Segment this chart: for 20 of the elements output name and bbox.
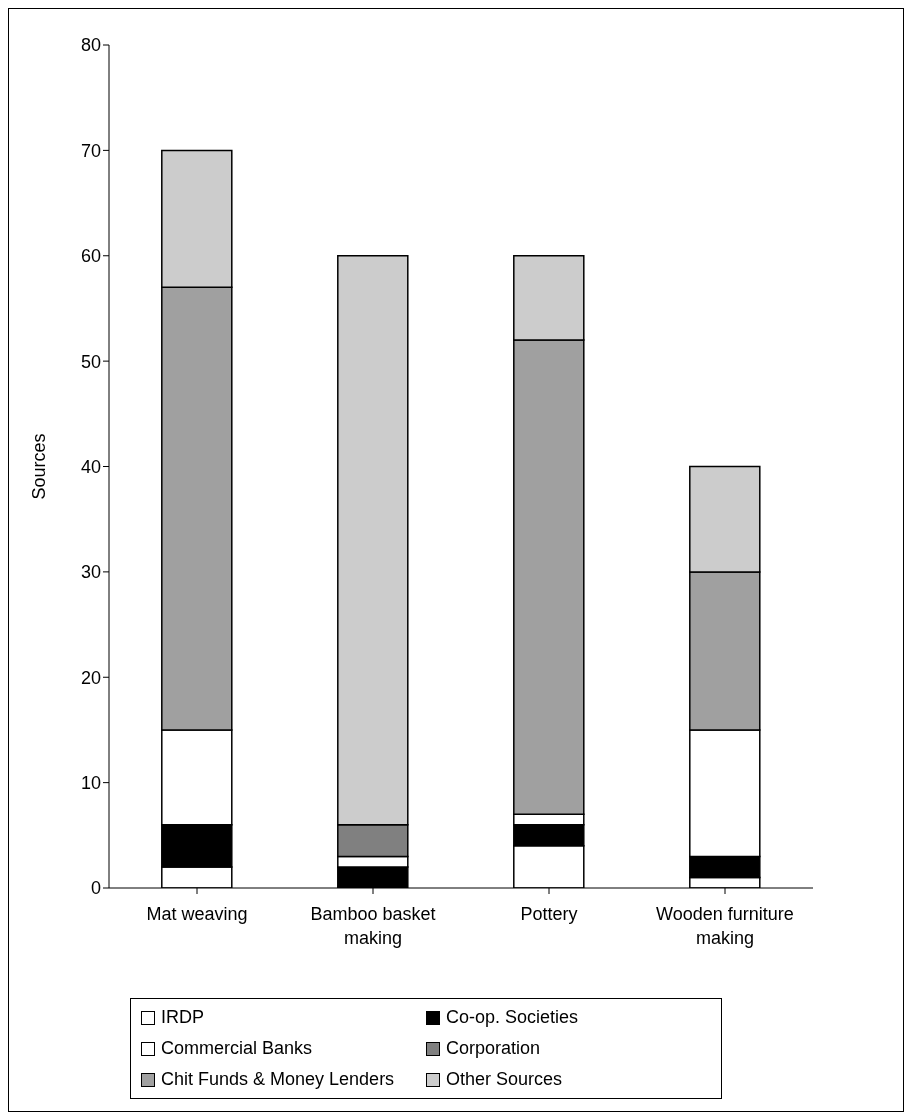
y-tick-label: 10 <box>80 773 101 794</box>
y-tick-label: 70 <box>80 140 101 161</box>
legend-label: Corporation <box>446 1038 541 1059</box>
y-axis-title: Sources <box>29 433 50 500</box>
x-tick-label: Wooden furniture making <box>656 904 794 948</box>
legend-label: Commercial Banks <box>161 1038 313 1059</box>
y-tick-label: 80 <box>80 35 101 56</box>
y-tick-label: 0 <box>90 878 101 899</box>
x-tick-label: Pottery <box>520 904 578 924</box>
x-tick-label: Mat weaving <box>146 904 248 924</box>
x-tick-label: Bamboo basket making <box>310 904 436 948</box>
y-tick-label: 40 <box>80 456 101 477</box>
legend-label: IRDP <box>161 1007 205 1028</box>
legend-label: Co-op. Societies <box>446 1007 579 1028</box>
y-tick-label: 30 <box>80 562 101 583</box>
legend-label: Chit Funds & Money Lenders <box>161 1069 395 1090</box>
y-tick-label: 20 <box>80 667 101 688</box>
y-tick-label: 60 <box>80 246 101 267</box>
legend-label: Other Sources <box>446 1069 563 1090</box>
y-tick-label: 50 <box>80 351 101 372</box>
